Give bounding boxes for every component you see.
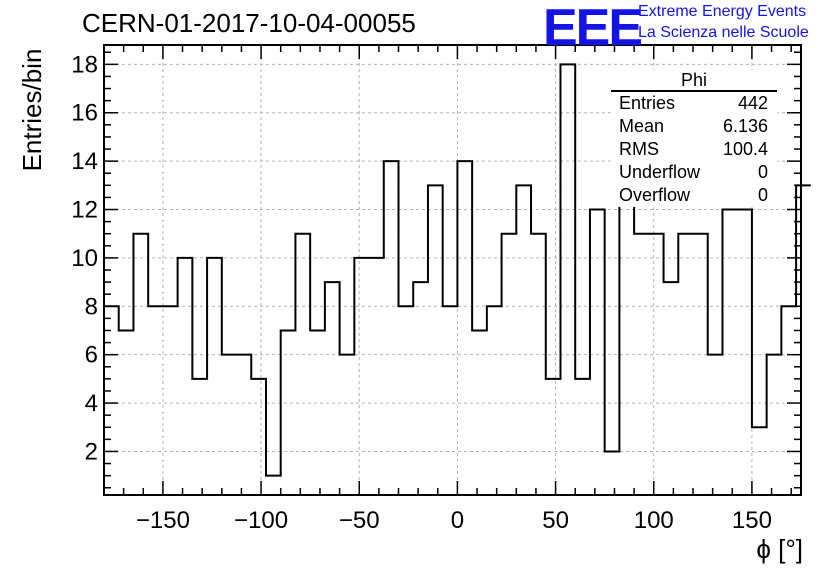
y-tick-label: 10 bbox=[71, 245, 98, 272]
logo-text-line2: La Scienza nelle Scuole bbox=[638, 24, 809, 41]
y-tick-label: 16 bbox=[71, 100, 98, 127]
x-tick-label: −50 bbox=[339, 507, 380, 534]
stats-row-underflow: Underflow 0 bbox=[611, 161, 777, 184]
stats-label: Overflow bbox=[619, 185, 691, 205]
stats-title: Phi bbox=[611, 70, 777, 92]
logo-text-line1: Extreme Energy Events bbox=[638, 3, 807, 20]
y-tick-label: 14 bbox=[71, 148, 98, 175]
y-tick-label: 12 bbox=[71, 197, 98, 224]
stats-row-entries: Entries 442 bbox=[611, 92, 777, 115]
y-tick-label: 4 bbox=[85, 390, 98, 417]
x-axis-label: ϕ [°] bbox=[756, 534, 803, 564]
x-tick-label: −100 bbox=[234, 507, 288, 534]
x-tick-label: 100 bbox=[634, 507, 674, 534]
x-tick-label: 0 bbox=[451, 507, 464, 534]
histogram-step-line bbox=[104, 63, 811, 477]
x-tick-label: −150 bbox=[136, 507, 190, 534]
stats-row-overflow: Overflow 0 bbox=[611, 184, 777, 207]
stats-value: 100.4 bbox=[722, 139, 768, 159]
stats-value: 0 bbox=[757, 185, 768, 205]
x-tick-labels: −150 −100 −50 0 50 100 150 bbox=[136, 507, 772, 534]
y-tick-labels: 2 4 6 8 10 12 14 16 18 bbox=[71, 51, 98, 465]
stats-label: Mean bbox=[619, 116, 665, 136]
x-tick-label: 50 bbox=[542, 507, 569, 534]
stats-row-rms: RMS 100.4 bbox=[611, 138, 777, 161]
y-axis-label: Entries/bin bbox=[17, 49, 47, 172]
stats-value: 442 bbox=[737, 93, 768, 113]
stats-value: 0 bbox=[757, 162, 768, 182]
chart-title: CERN-01-2017-10-04-00055 bbox=[82, 8, 416, 38]
x-tick-label: 150 bbox=[732, 507, 772, 534]
stats-box: Phi Entries 442 Mean 6.136 RMS 100.4 Und… bbox=[611, 70, 777, 207]
eee-logo: EEE bbox=[543, 0, 643, 57]
stats-label: Underflow bbox=[619, 162, 701, 182]
stats-row-mean: Mean 6.136 bbox=[611, 115, 777, 138]
y-tick-label: 18 bbox=[71, 51, 98, 78]
axis-ticks bbox=[104, 45, 801, 495]
y-tick-label: 2 bbox=[85, 438, 98, 465]
y-tick-label: 8 bbox=[85, 293, 98, 320]
stats-value: 6.136 bbox=[722, 116, 768, 136]
y-tick-label: 6 bbox=[85, 342, 98, 369]
stats-label: Entries bbox=[619, 93, 676, 113]
stats-label: RMS bbox=[619, 139, 659, 159]
